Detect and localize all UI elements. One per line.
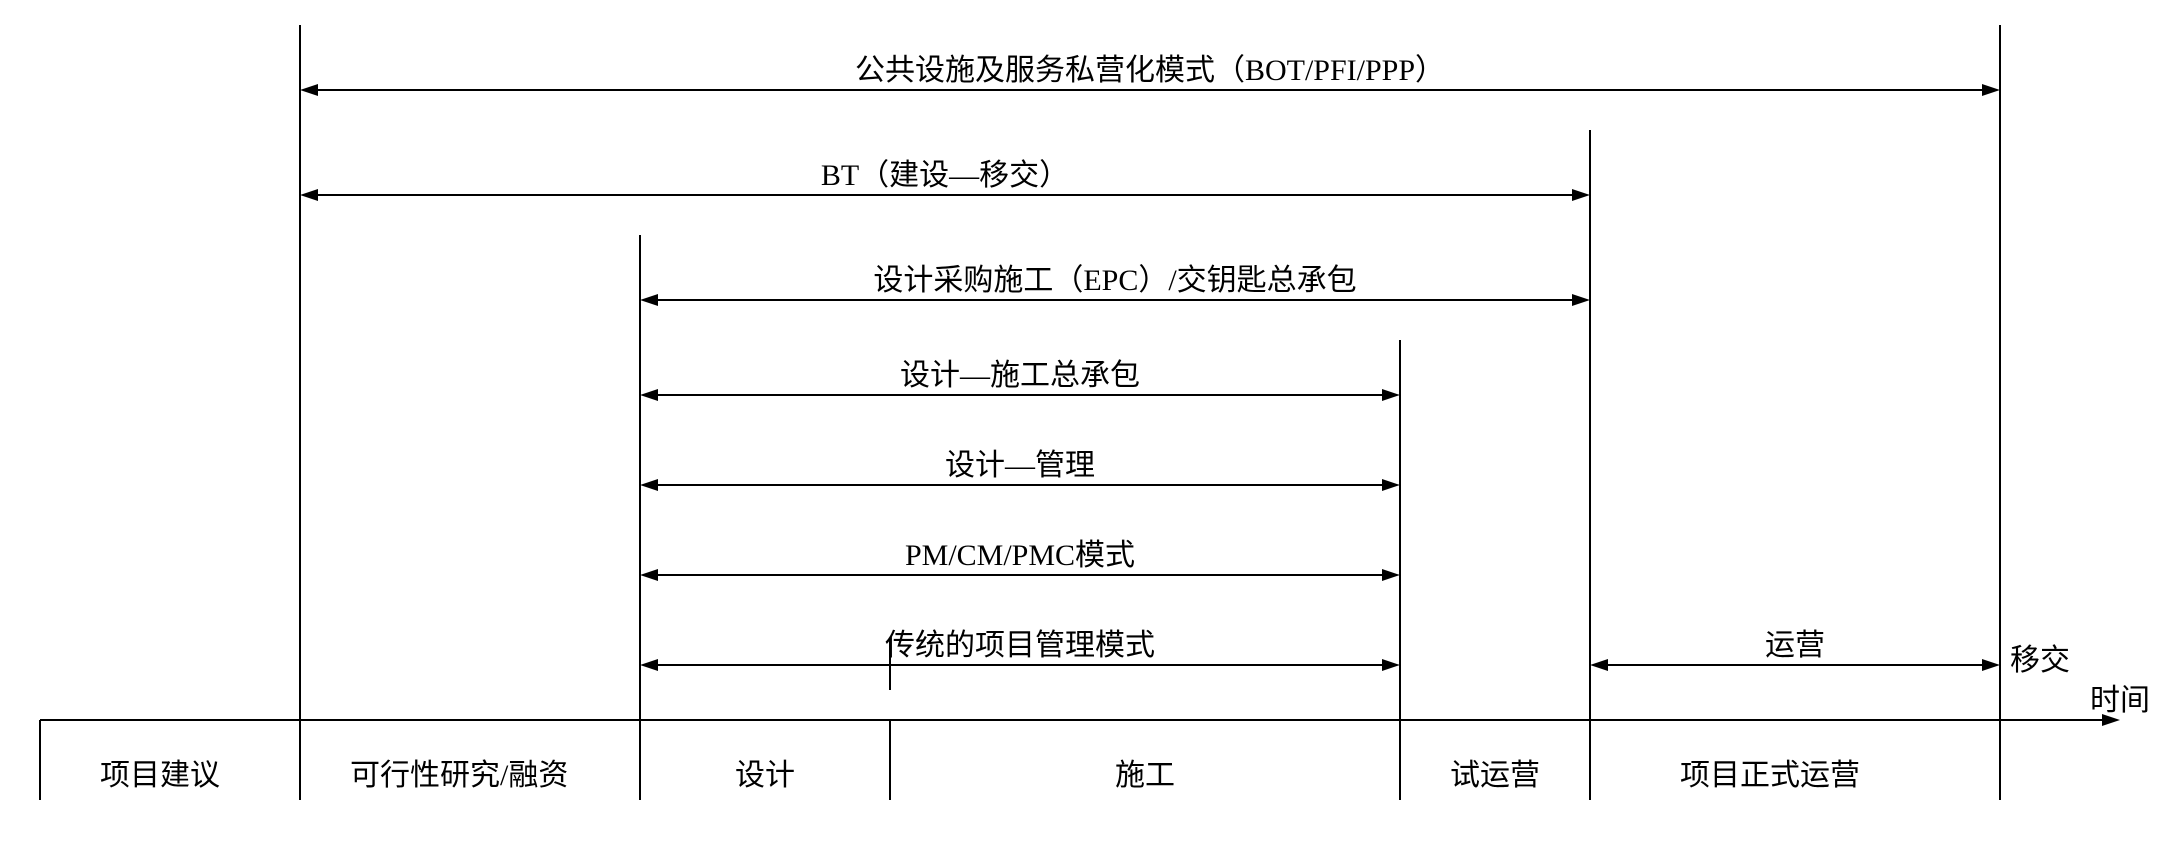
axis-label-time: 时间 [2090,675,2150,719]
span-label-bot-pfi-ppp: 公共设施及服务私营化模式（BOT/PFI/PPP） [855,45,1445,89]
phase-label: 项目正式运营 [1680,750,1860,794]
span-label-epc: 设计采购施工（EPC）/交钥匙总承包 [873,255,1356,299]
project-delivery-modes-diagram: 项目建议 可行性研究/融资 设计 施工 试运营 项目正式运营 时间移交 公共设施及服务私营化模… [0,0,2160,861]
span-label-pm-cm-pmc: PM/CM/PMC模式 [905,530,1135,574]
span-label-operation: 运营 [1765,620,1825,664]
span-label-design-manage: 设计—管理 [945,440,1095,484]
span-label-design-build: 设计—施工总承包 [900,350,1140,394]
phase-label: 试运营 [1450,750,1540,794]
axis-label-handover: 移交 [2010,635,2070,679]
phase-label: 施工 [1115,750,1175,794]
span-label-bt: BT（建设—移交） [821,150,1069,194]
diagram-lines [0,0,2160,861]
phase-label: 项目建议 [100,750,220,794]
phase-label: 设计 [735,750,795,794]
span-label-traditional: 传统的项目管理模式 [885,620,1155,664]
phase-label: 可行性研究/融资 [350,750,568,794]
